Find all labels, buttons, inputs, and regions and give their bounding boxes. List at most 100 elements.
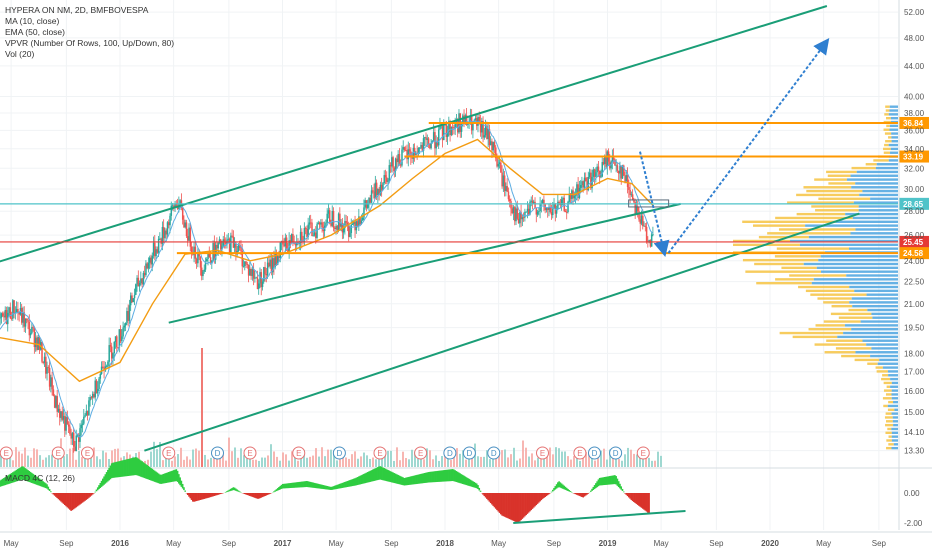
- vpvr-bar-down: [781, 266, 817, 270]
- candle-body: [218, 239, 221, 243]
- candle-body: [131, 295, 133, 303]
- volume-bar: [465, 459, 467, 467]
- candle-body: [534, 201, 536, 209]
- event-marker[interactable]: [636, 446, 650, 460]
- event-marker[interactable]: [0, 446, 13, 460]
- macd-bar: [568, 490, 571, 492]
- candle-body: [320, 222, 322, 225]
- vpvr-bar-down: [742, 258, 819, 262]
- event-marker-label: D: [592, 449, 598, 458]
- candle-body: [486, 125, 488, 140]
- price-axis[interactable]: 52.00 48.00 44.00 40.00 38.00 36.00 34.00 32.00…: [904, 8, 925, 528]
- event-marker[interactable]: [373, 446, 387, 460]
- candle-body: [450, 126, 453, 136]
- event-marker[interactable]: [332, 446, 346, 460]
- volume-bar: [657, 451, 659, 467]
- candle-body: [441, 125, 444, 141]
- macd-bar: [406, 477, 408, 486]
- candle-body: [47, 367, 50, 368]
- event-marker[interactable]: [292, 446, 306, 460]
- volume-bar: [114, 448, 116, 467]
- volume-bar: [627, 447, 629, 467]
- macd-bar: [421, 473, 424, 484]
- macd-bar: [596, 481, 598, 488]
- candle-body: [340, 222, 342, 227]
- vpvr-bar-up: [875, 166, 898, 170]
- macd-bar: [48, 488, 51, 491]
- volume-bar: [615, 455, 617, 467]
- vpvr-bar-up: [816, 266, 898, 270]
- vpvr-bar-up: [891, 140, 898, 143]
- candle-body: [1, 313, 4, 316]
- vpvr-bar-down: [823, 301, 850, 304]
- macd-bar: [13, 471, 15, 483]
- macd-divergence-line[interactable]: [513, 510, 686, 524]
- projection-down-arrow[interactable]: [639, 151, 670, 258]
- macd-bar: [345, 481, 347, 488]
- event-marker[interactable]: [536, 446, 549, 460]
- candle-body: [564, 211, 567, 213]
- event-marker[interactable]: [162, 446, 176, 460]
- macd-bar: [553, 487, 555, 491]
- channel-upper-line[interactable]: [0, 5, 828, 274]
- event-marker[interactable]: [51, 446, 65, 460]
- vpvr-bar-up: [858, 205, 898, 208]
- macd-bar: [619, 483, 621, 489]
- volume-bar: [576, 453, 578, 467]
- macd-bar: [14, 470, 17, 482]
- volume-bar: [237, 457, 239, 467]
- candle-body: [342, 228, 345, 233]
- macd-bar: [586, 493, 588, 495]
- vpvr-bar-down: [888, 435, 892, 438]
- event-marker[interactable]: [211, 446, 224, 460]
- vpvr-bar-up: [855, 182, 898, 185]
- candle-body: [434, 132, 436, 149]
- projection-up-arrow[interactable]: [667, 38, 830, 254]
- macd-bar: [559, 482, 562, 488]
- vpvr-bar-down: [865, 163, 877, 166]
- macd-bar: [465, 477, 468, 486]
- time-tick-label: Sep: [59, 539, 74, 548]
- macd-bar: [633, 493, 635, 503]
- macd-bar: [22, 466, 24, 480]
- price-box[interactable]: [628, 199, 670, 208]
- event-marker[interactable]: [443, 446, 457, 460]
- channel-lower-line[interactable]: [168, 202, 681, 324]
- vpvr-bar-up: [891, 136, 898, 139]
- volume-bar: [174, 456, 176, 467]
- macd-legend: MACD 4C (12, 26): [5, 473, 75, 483]
- volume-bar: [597, 457, 599, 467]
- event-marker[interactable]: [414, 446, 428, 460]
- macd-bar: [175, 469, 178, 482]
- candle-body: [597, 166, 600, 172]
- candle-body: [170, 205, 173, 216]
- volume-bar: [258, 460, 260, 467]
- event-marker[interactable]: [81, 446, 94, 460]
- macd-bar: [581, 493, 583, 497]
- event-marker[interactable]: [573, 446, 587, 460]
- candle-body: [151, 255, 154, 265]
- time-tick-label: May: [4, 539, 19, 548]
- vpvr-bar-down: [817, 297, 852, 300]
- event-marker-label: D: [447, 449, 453, 458]
- volume-bar: [186, 456, 188, 467]
- macd-bar: [626, 493, 629, 497]
- macd-bar: [218, 493, 221, 495]
- candle-body: [211, 260, 213, 263]
- candle-body: [306, 228, 308, 237]
- event-marker[interactable]: [243, 446, 257, 460]
- macd-bar: [189, 493, 192, 499]
- time-axis[interactable]: May Sep 2016 May Sep 2017 May Sep 2018 May Sep 2019…: [4, 539, 887, 548]
- volume-bar: [15, 447, 17, 467]
- event-marker[interactable]: [462, 446, 476, 460]
- event-marker[interactable]: [609, 446, 623, 460]
- event-marker[interactable]: [487, 446, 501, 460]
- event-marker[interactable]: [588, 446, 601, 460]
- candle-body: [8, 307, 10, 313]
- macd-bar: [441, 470, 444, 482]
- candle-body: [406, 150, 408, 160]
- macd-bar: [603, 477, 606, 486]
- macd-bar: [178, 474, 180, 484]
- candle-body: [435, 142, 437, 149]
